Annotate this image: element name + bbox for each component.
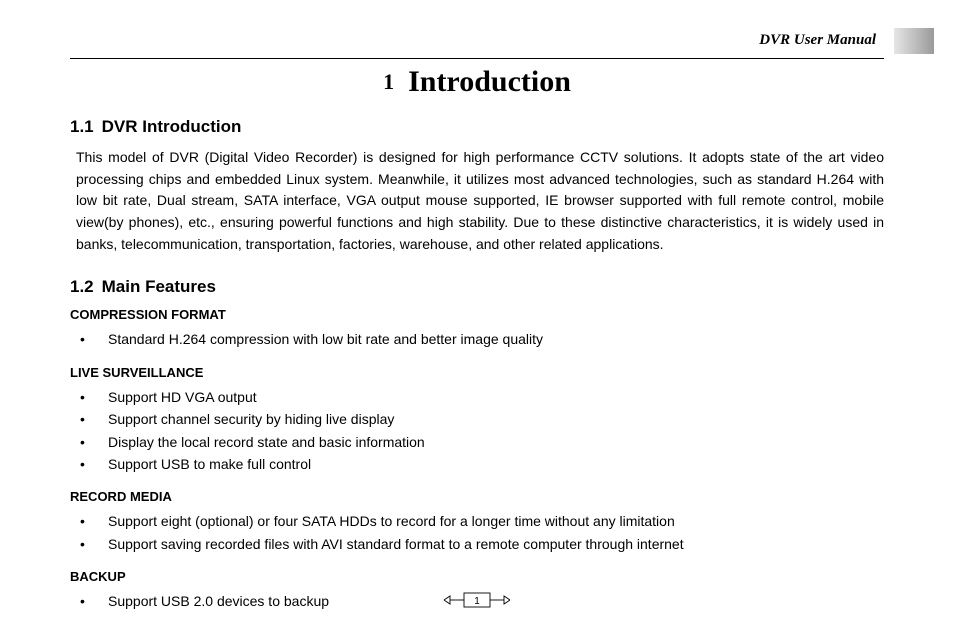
feature-heading: RECORD MEDIA bbox=[70, 489, 884, 504]
page-number-ornament-icon: 1 bbox=[442, 591, 512, 609]
header-title: DVR User Manual bbox=[759, 32, 884, 49]
section-title: Main Features bbox=[102, 277, 216, 296]
section-heading-1-1: 1.1 DVR Introduction bbox=[70, 117, 884, 137]
section-title: DVR Introduction bbox=[102, 117, 242, 136]
list-item: Display the local record state and basic… bbox=[76, 431, 884, 453]
feature-group-record: RECORD MEDIA Support eight (optional) or… bbox=[70, 489, 884, 555]
feature-list: Standard H.264 compression with low bit … bbox=[76, 328, 884, 350]
chapter-name: Introduction bbox=[408, 65, 571, 98]
list-item: Support HD VGA output bbox=[76, 386, 884, 408]
list-item: Standard H.264 compression with low bit … bbox=[76, 328, 884, 350]
feature-group-compression: COMPRESSION FORMAT Standard H.264 compre… bbox=[70, 307, 884, 350]
chapter-number: 1 bbox=[383, 69, 394, 94]
feature-group-live: LIVE SURVEILLANCE Support HD VGA output … bbox=[70, 365, 884, 476]
list-item: Support USB to make full control bbox=[76, 453, 884, 475]
feature-list: Support HD VGA output Support channel se… bbox=[76, 386, 884, 476]
feature-heading: LIVE SURVEILLANCE bbox=[70, 365, 884, 380]
intro-paragraph: This model of DVR (Digital Video Recorde… bbox=[76, 147, 884, 255]
header-edge-gradient bbox=[894, 28, 934, 54]
header-rule bbox=[70, 58, 884, 59]
chapter-title: 1 Introduction bbox=[70, 65, 884, 99]
section-number: 1.2 bbox=[70, 277, 94, 296]
document-page: DVR User Manual 1 Introduction 1.1 DVR Int… bbox=[0, 0, 954, 613]
list-item: Support channel security by hiding live … bbox=[76, 408, 884, 430]
section-number: 1.1 bbox=[70, 117, 94, 136]
page-header: DVR User Manual bbox=[70, 32, 884, 56]
feature-list: Support eight (optional) or four SATA HD… bbox=[76, 510, 884, 555]
page-number: 1 bbox=[474, 596, 480, 607]
section-heading-1-2: 1.2 Main Features bbox=[70, 277, 884, 297]
feature-heading: COMPRESSION FORMAT bbox=[70, 307, 884, 322]
page-footer: 1 bbox=[442, 591, 512, 609]
list-item: Support eight (optional) or four SATA HD… bbox=[76, 510, 884, 532]
list-item: Support saving recorded files with AVI s… bbox=[76, 533, 884, 555]
feature-heading: BACKUP bbox=[70, 569, 884, 584]
